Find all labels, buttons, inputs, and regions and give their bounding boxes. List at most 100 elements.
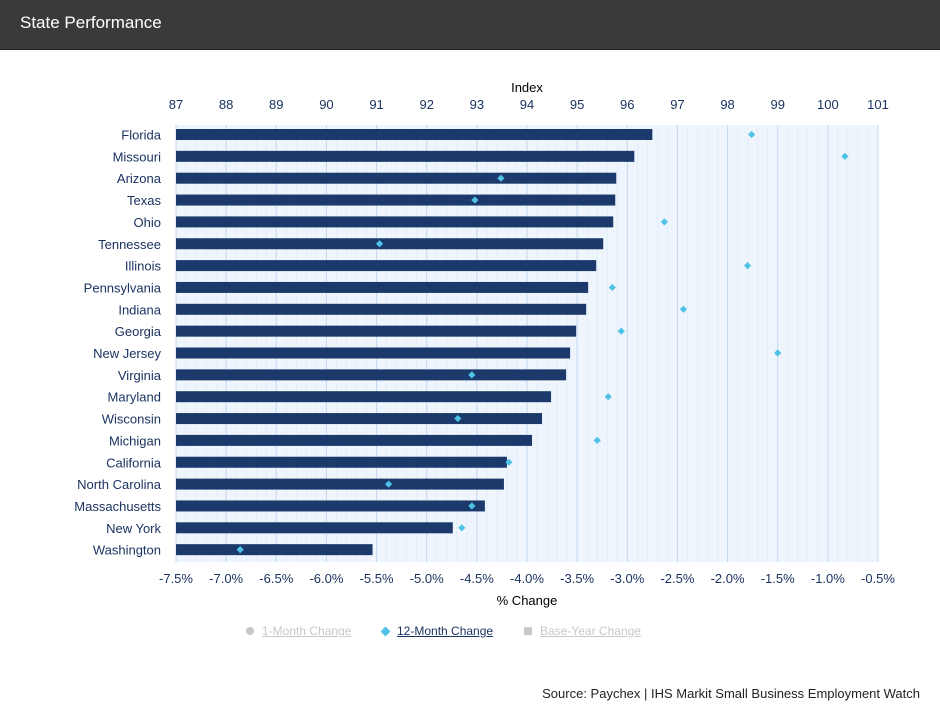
top-tick-label: 98 [720,97,734,112]
bar-indiana [176,303,587,315]
category-label: Indiana [118,302,161,317]
bottom-tick-label: -7.0% [209,571,243,586]
category-label: Georgia [115,324,162,339]
bar-michigan [176,434,533,446]
top-tick-label: 92 [419,97,433,112]
header-bar: State Performance [0,0,940,50]
bar-series [176,129,653,556]
category-label: New Jersey [93,346,161,361]
point-virginia [468,371,476,379]
point-michigan [593,436,601,444]
bar-massachusetts [176,500,485,512]
page-title: State Performance [20,13,162,32]
bottom-tick-label: -7.5% [159,571,193,586]
top-tick-label: 89 [269,97,283,112]
category-label: Massachusetts [74,499,161,514]
diamond-icon [380,626,391,636]
point-texas [471,196,479,204]
point-washington [236,546,244,554]
top-tick-label: 88 [219,97,233,112]
category-label: Tennessee [98,237,161,252]
bar-new-jersey [176,347,571,359]
bar-wisconsin [176,413,543,425]
category-label: Michigan [109,433,161,448]
category-label: Virginia [118,368,162,383]
top-tick-label: 96 [620,97,634,112]
scatter-series [236,130,849,554]
point-missouri [841,152,849,160]
point-new-york [458,524,466,532]
bottom-tick-label: -6.0% [309,571,343,586]
point-maryland [604,393,612,401]
top-tick-label: 100 [817,97,839,112]
bar-virginia [176,369,567,381]
bar-maryland [176,391,552,403]
category-label: Maryland [108,390,161,405]
legend-item-base-year[interactable]: Base-Year Change [524,624,641,638]
bottom-axis: -7.5% -7.0% -6.5% -6.0% -5.5% -5.0% -4.5% -4.0%… [159,571,895,586]
top-tick-label: 97 [670,97,684,112]
bottom-tick-label: -4.0% [510,571,544,586]
bar-north-carolina [176,478,504,490]
legend-item-1-month[interactable]: 1-Month Change [246,624,351,638]
bar-ohio [176,216,614,228]
top-tick-label: 91 [369,97,383,112]
point-arizona [497,174,505,182]
legend-item-12-month[interactable]: 12-Month Change [380,624,494,638]
category-label: California [106,455,162,470]
category-label: Arizona [117,171,162,186]
point-florida [748,130,756,139]
point-pennsylvania [608,283,616,292]
bar-illinois [176,260,597,272]
top-tick-label: 90 [319,97,333,112]
category-label: Pennsylvania [84,280,162,295]
point-illinois [744,262,752,270]
point-wisconsin [454,414,462,423]
bottom-tick-label: -3.5% [560,571,594,586]
category-axis: Florida Missouri Arizona Texas Ohio Tennessee… [74,128,161,558]
point-massachusetts [468,502,476,510]
bar-texas [176,194,616,206]
square-icon [524,627,532,635]
bottom-tick-label: -0.5% [861,571,895,586]
category-label: North Carolina [77,477,162,492]
top-tick-label: 99 [770,97,784,112]
point-ohio [660,218,668,226]
bar-florida [176,129,653,140]
point-north-carolina [385,480,393,488]
top-tick-label: 87 [169,97,183,112]
category-label: Washington [93,543,161,558]
bottom-tick-label: -6.5% [259,571,293,586]
bar-pennsylvania [176,281,589,293]
bar-new-york [176,522,453,534]
top-axis: 87 88 89 90 91 92 93 94 95 96 97 98 99 100 101 [169,97,889,112]
source-note: Source: Paychex | IHS Markit Small Busin… [542,686,920,701]
point-georgia [617,327,625,335]
category-label: Florida [121,128,162,143]
legend-label: Base-Year Change [540,624,641,638]
point-indiana [679,305,688,313]
bar-california [176,456,507,468]
point-new-jersey [774,349,782,357]
top-tick-label: 94 [520,97,534,112]
top-axis-title: Index [511,80,543,95]
bottom-axis-title: % Change [497,593,558,608]
category-label: Ohio [134,215,161,230]
category-label: Missouri [113,149,162,164]
bar-tennessee [176,238,604,250]
top-tick-label: 95 [570,97,584,112]
category-label: Illinois [125,259,162,274]
bar-washington [176,544,373,556]
top-tick-label: 93 [470,97,484,112]
legend-label: 12-Month Change [397,624,494,638]
bottom-tick-label: -5.0% [410,571,444,586]
legend-label: 1-Month Change [262,624,352,638]
bar-georgia [176,325,577,337]
bar-missouri [176,150,635,162]
bar-arizona [176,172,617,184]
bottom-tick-label: -2.0% [711,571,745,586]
bottom-tick-label: -5.5% [360,571,394,586]
legend: 1-Month Change 12-Month Change Base-Year… [0,624,940,644]
top-tick-label: 101 [867,97,889,112]
